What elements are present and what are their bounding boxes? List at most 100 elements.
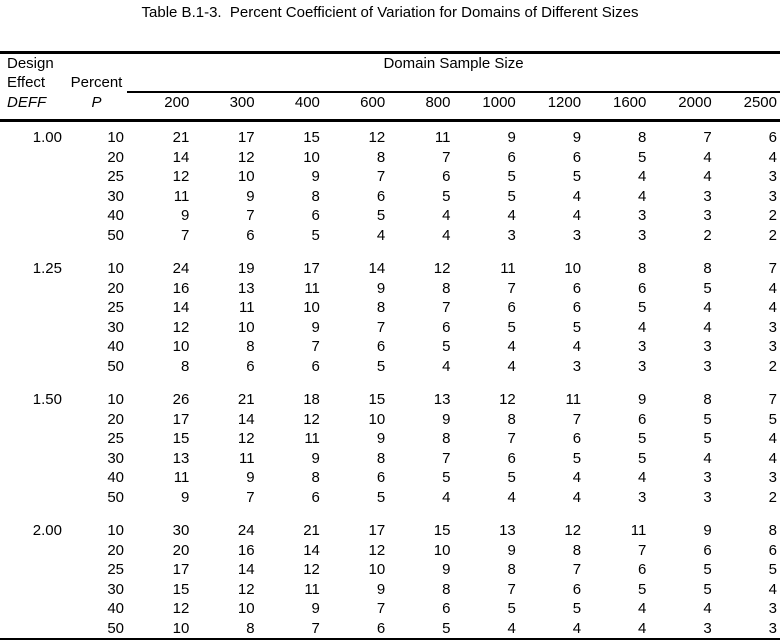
cv-value-cell: 5 bbox=[507, 600, 516, 617]
cv-value-cell: 10 bbox=[127, 618, 193, 640]
cv-value-cell: 4 bbox=[638, 600, 647, 617]
cv-value-cell: 13 bbox=[433, 391, 451, 408]
deff-empty-cell bbox=[0, 599, 66, 619]
cv-value-cell: 8 bbox=[507, 410, 516, 428]
cv-value-cell: 4 bbox=[572, 207, 582, 224]
cv-value-cell: 9 bbox=[246, 469, 255, 486]
cv-value-cell: 14 bbox=[237, 561, 255, 578]
cv-value-cell: 17 bbox=[172, 561, 190, 578]
cv-value-cell: 5 bbox=[703, 580, 712, 598]
cv-value-cell: 2 bbox=[703, 226, 712, 244]
design-effect-header-line1: Design bbox=[7, 55, 54, 72]
cv-value-cell: 9 bbox=[311, 600, 320, 617]
percent-value-cell: 10 bbox=[107, 391, 124, 408]
cv-value-cell: 7 bbox=[507, 279, 516, 297]
spacer-cell bbox=[0, 245, 780, 259]
cv-value-cell: 5 bbox=[572, 600, 582, 617]
cv-value-cell: 21 bbox=[303, 522, 320, 539]
size-column-header: 400 bbox=[257, 92, 323, 122]
deff-empty-cell bbox=[0, 148, 66, 168]
cv-value-cell: 4 bbox=[638, 168, 647, 185]
table-row: 20 20 16 14 12 10 9 8 7 6 6 bbox=[0, 541, 780, 561]
cv-value-cell: 5 bbox=[572, 449, 582, 467]
cv-value-cell: 12 bbox=[303, 561, 320, 578]
cv-value-cell: 4 bbox=[768, 299, 777, 316]
cv-value-cell: 13 bbox=[237, 279, 255, 297]
cv-value-cell: 5 bbox=[768, 410, 777, 428]
cv-value-cell: 11 bbox=[565, 391, 582, 408]
table-row: 25 17 14 12 10 9 8 7 6 5 5 bbox=[0, 560, 780, 580]
cv-value-cell: 9 bbox=[311, 318, 320, 336]
percent-value-cell: 40 bbox=[107, 338, 124, 355]
cv-value-cell: 8 bbox=[311, 187, 320, 205]
table-row: 25 14 11 10 8 7 6 6 5 4 4 bbox=[0, 298, 780, 318]
cv-value-cell: 10 bbox=[237, 600, 255, 617]
cv-value-cell: 6 bbox=[376, 338, 386, 355]
cv-value-cell: 6 bbox=[507, 299, 516, 316]
cv-value-cell: 6 bbox=[572, 299, 582, 316]
cv-value-cell: 17 bbox=[237, 129, 255, 146]
deff-empty-cell bbox=[0, 226, 66, 246]
cv-value-cell: 3 bbox=[638, 488, 647, 506]
cv-value-cell: 3 bbox=[714, 618, 780, 640]
cv-value-cell: 3 bbox=[768, 469, 777, 486]
cv-value-cell: 11 bbox=[434, 129, 451, 146]
cv-value-cell: 5 bbox=[376, 488, 386, 506]
cv-value-cell: 11 bbox=[239, 449, 255, 467]
cv-value-cell: 13 bbox=[172, 449, 190, 467]
cv-value-cell: 26 bbox=[172, 391, 190, 408]
table-header: Design Domain Sample Size Effect Percent… bbox=[0, 54, 780, 122]
cv-value-cell: 9 bbox=[311, 449, 320, 467]
cv-value-cell: 12 bbox=[172, 318, 190, 336]
size-column-header: 2500 bbox=[714, 92, 780, 122]
cv-value-cell: 6 bbox=[376, 187, 386, 205]
cv-value-cell: 9 bbox=[507, 129, 516, 146]
cv-value-cell: 5 bbox=[768, 561, 777, 578]
percent-value-cell: 25 bbox=[107, 299, 124, 316]
cv-value-cell: 5 bbox=[703, 279, 712, 297]
cv-value-cell: 3 bbox=[768, 168, 777, 185]
cv-value-cell: 5 bbox=[703, 561, 712, 578]
cv-value-cell: 8 bbox=[442, 279, 451, 297]
table-row: 1.25 10 24 19 17 14 12 11 10 8 8 7 bbox=[0, 259, 780, 279]
cv-value-cell: 9 bbox=[376, 430, 386, 447]
cv-table: Design Domain Sample Size Effect Percent… bbox=[0, 54, 780, 640]
cv-value-cell: 2 bbox=[768, 357, 777, 375]
cv-value-cell: 5 bbox=[442, 338, 451, 355]
cv-value-cell: 5 bbox=[376, 357, 386, 375]
cv-value-cell: 7 bbox=[572, 410, 582, 428]
percent-value-cell: 50 bbox=[107, 357, 124, 375]
cv-value-cell: 11 bbox=[304, 580, 320, 598]
cv-value-cell: 5 bbox=[388, 618, 454, 640]
cv-value-cell: 7 bbox=[376, 600, 386, 617]
cv-value-cell: 6 bbox=[572, 148, 582, 166]
cv-value-cell: 4 bbox=[518, 618, 585, 640]
deff-empty-cell bbox=[0, 541, 66, 561]
design-effect-header-line2: Effect bbox=[7, 74, 46, 91]
cv-value-cell: 4 bbox=[507, 207, 516, 224]
percent-value-cell: 10 bbox=[107, 260, 124, 277]
deff-empty-cell bbox=[0, 187, 66, 207]
cv-value-cell: 7 bbox=[257, 618, 323, 640]
cv-value-cell: 12 bbox=[499, 391, 516, 408]
table-row: 40 10 8 7 6 5 4 4 3 3 3 bbox=[0, 337, 780, 357]
cv-value-cell: 24 bbox=[172, 260, 190, 277]
cv-value-cell: 7 bbox=[442, 449, 451, 467]
group-spacer-row bbox=[0, 507, 780, 521]
cv-value-cell: 10 bbox=[433, 541, 451, 559]
size-column-header: 300 bbox=[192, 92, 258, 122]
cv-value-cell: 17 bbox=[303, 260, 320, 277]
cv-value-cell: 9 bbox=[507, 541, 516, 559]
cv-value-cell: 7 bbox=[703, 129, 712, 146]
cv-value-cell: 4 bbox=[572, 469, 582, 486]
size-column-header: 600 bbox=[322, 92, 389, 122]
cv-value-cell: 3 bbox=[768, 600, 777, 617]
cv-value-cell: 5 bbox=[507, 187, 516, 205]
table-row: 20 17 14 12 10 9 8 7 6 5 5 bbox=[0, 410, 780, 430]
cv-value-cell: 17 bbox=[172, 410, 190, 428]
cv-value-cell: 7 bbox=[638, 541, 647, 559]
cv-value-cell: 9 bbox=[572, 129, 582, 146]
cv-value-cell: 5 bbox=[638, 449, 647, 467]
cv-value-cell: 3 bbox=[703, 338, 712, 355]
cv-value-cell: 7 bbox=[246, 207, 255, 224]
